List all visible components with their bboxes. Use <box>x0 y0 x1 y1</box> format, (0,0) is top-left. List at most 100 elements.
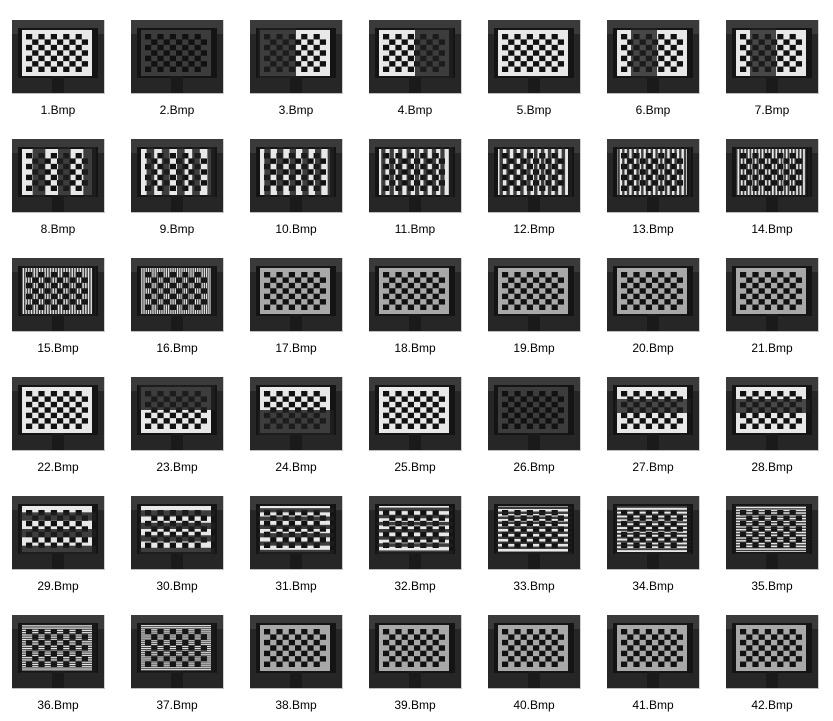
file-item[interactable]: 7.Bmp <box>716 14 828 126</box>
file-item[interactable]: 16.Bmp <box>121 252 233 364</box>
file-item[interactable]: 28.Bmp <box>716 371 828 483</box>
bmp-image-thumbnail-icon[interactable] <box>726 139 819 213</box>
bmp-image-thumbnail-icon[interactable] <box>250 139 343 213</box>
file-item[interactable]: 15.Bmp <box>2 252 114 364</box>
bmp-image-thumbnail-icon[interactable] <box>12 615 105 689</box>
file-item[interactable]: 22.Bmp <box>2 371 114 483</box>
bmp-image-thumbnail-icon[interactable] <box>12 377 105 451</box>
bmp-image-thumbnail-icon[interactable] <box>12 496 105 570</box>
bmp-image-thumbnail-icon[interactable] <box>250 377 343 451</box>
file-item[interactable]: 21.Bmp <box>716 252 828 364</box>
file-item[interactable]: 23.Bmp <box>121 371 233 483</box>
bmp-image-thumbnail-icon[interactable] <box>369 258 462 332</box>
file-item[interactable]: 14.Bmp <box>716 133 828 245</box>
file-item[interactable]: 6.Bmp <box>597 14 709 126</box>
file-item[interactable]: 32.Bmp <box>359 490 471 602</box>
file-item[interactable]: 27.Bmp <box>597 371 709 483</box>
file-item[interactable]: 2.Bmp <box>121 14 233 126</box>
bmp-image-thumbnail-icon[interactable] <box>488 20 581 94</box>
bmp-image-thumbnail-icon[interactable] <box>607 20 700 94</box>
file-item[interactable]: 18.Bmp <box>359 252 471 364</box>
file-item[interactable]: 8.Bmp <box>2 133 114 245</box>
bmp-image-thumbnail-icon[interactable] <box>131 258 224 332</box>
bmp-image-thumbnail-icon[interactable] <box>607 496 700 570</box>
bmp-image-thumbnail-icon[interactable] <box>726 377 819 451</box>
bmp-image-thumbnail-icon[interactable] <box>369 20 462 94</box>
file-item[interactable]: 4.Bmp <box>359 14 471 126</box>
file-item[interactable]: 40.Bmp <box>478 609 590 721</box>
bmp-image-thumbnail-icon[interactable] <box>369 496 462 570</box>
bmp-image-thumbnail-icon[interactable] <box>369 615 462 689</box>
file-item[interactable]: 19.Bmp <box>478 252 590 364</box>
file-item[interactable]: 10.Bmp <box>240 133 352 245</box>
file-item[interactable]: 24.Bmp <box>240 371 352 483</box>
file-name-label: 22.Bmp <box>37 460 79 474</box>
file-item[interactable]: 3.Bmp <box>240 14 352 126</box>
bmp-image-thumbnail-icon[interactable] <box>250 20 343 94</box>
bmp-image-thumbnail-icon[interactable] <box>607 258 700 332</box>
file-item[interactable]: 13.Bmp <box>597 133 709 245</box>
bmp-image-thumbnail-icon[interactable] <box>250 615 343 689</box>
file-name-label: 39.Bmp <box>394 698 436 712</box>
file-name-label: 7.Bmp <box>754 103 790 117</box>
file-item[interactable]: 11.Bmp <box>359 133 471 245</box>
bmp-image-thumbnail-icon[interactable] <box>369 377 462 451</box>
file-item[interactable]: 12.Bmp <box>478 133 590 245</box>
bmp-image-thumbnail-icon[interactable] <box>131 615 224 689</box>
file-name-label: 31.Bmp <box>275 579 317 593</box>
bmp-image-thumbnail-icon[interactable] <box>250 496 343 570</box>
bmp-image-thumbnail-icon[interactable] <box>607 139 700 213</box>
file-item[interactable]: 37.Bmp <box>121 609 233 721</box>
file-item[interactable]: 35.Bmp <box>716 490 828 602</box>
bmp-image-thumbnail-icon[interactable] <box>726 615 819 689</box>
file-name-label: 21.Bmp <box>751 341 793 355</box>
bmp-image-thumbnail-icon[interactable] <box>250 258 343 332</box>
bmp-image-thumbnail-icon[interactable] <box>488 377 581 451</box>
file-item[interactable]: 1.Bmp <box>2 14 114 126</box>
file-item[interactable]: 20.Bmp <box>597 252 709 364</box>
bmp-image-thumbnail-icon[interactable] <box>726 20 819 94</box>
bmp-image-thumbnail-icon[interactable] <box>488 615 581 689</box>
bmp-image-thumbnail-icon[interactable] <box>488 496 581 570</box>
bmp-image-thumbnail-icon[interactable] <box>488 139 581 213</box>
file-item[interactable]: 30.Bmp <box>121 490 233 602</box>
file-name-label: 34.Bmp <box>632 579 674 593</box>
bmp-image-thumbnail-icon[interactable] <box>131 20 224 94</box>
bmp-image-thumbnail-icon[interactable] <box>488 258 581 332</box>
file-item[interactable]: 41.Bmp <box>597 609 709 721</box>
bmp-image-thumbnail-icon[interactable] <box>131 496 224 570</box>
file-name-label: 41.Bmp <box>632 698 674 712</box>
file-item[interactable]: 42.Bmp <box>716 609 828 721</box>
bmp-image-thumbnail-icon[interactable] <box>12 139 105 213</box>
file-item[interactable]: 38.Bmp <box>240 609 352 721</box>
file-name-label: 6.Bmp <box>635 103 671 117</box>
file-name-label: 1.Bmp <box>40 103 76 117</box>
file-item[interactable]: 9.Bmp <box>121 133 233 245</box>
file-name-label: 2.Bmp <box>159 103 195 117</box>
file-item[interactable]: 39.Bmp <box>359 609 471 721</box>
file-item[interactable]: 31.Bmp <box>240 490 352 602</box>
bmp-image-thumbnail-icon[interactable] <box>726 258 819 332</box>
file-name-label: 11.Bmp <box>394 222 436 236</box>
bmp-image-thumbnail-icon[interactable] <box>369 139 462 213</box>
file-name-label: 5.Bmp <box>516 103 552 117</box>
bmp-image-thumbnail-icon[interactable] <box>12 20 105 94</box>
file-item[interactable]: 36.Bmp <box>2 609 114 721</box>
file-item[interactable]: 33.Bmp <box>478 490 590 602</box>
bmp-image-thumbnail-icon[interactable] <box>12 258 105 332</box>
file-item[interactable]: 34.Bmp <box>597 490 709 602</box>
file-name-label: 13.Bmp <box>632 222 674 236</box>
file-item[interactable]: 25.Bmp <box>359 371 471 483</box>
file-item[interactable]: 26.Bmp <box>478 371 590 483</box>
file-name-label: 36.Bmp <box>37 698 79 712</box>
bmp-image-thumbnail-icon[interactable] <box>607 615 700 689</box>
file-name-label: 25.Bmp <box>394 460 436 474</box>
file-item[interactable]: 5.Bmp <box>478 14 590 126</box>
file-item[interactable]: 17.Bmp <box>240 252 352 364</box>
bmp-image-thumbnail-icon[interactable] <box>607 377 700 451</box>
bmp-image-thumbnail-icon[interactable] <box>131 377 224 451</box>
bmp-image-thumbnail-icon[interactable] <box>726 496 819 570</box>
file-name-label: 42.Bmp <box>751 698 793 712</box>
bmp-image-thumbnail-icon[interactable] <box>131 139 224 213</box>
file-item[interactable]: 29.Bmp <box>2 490 114 602</box>
